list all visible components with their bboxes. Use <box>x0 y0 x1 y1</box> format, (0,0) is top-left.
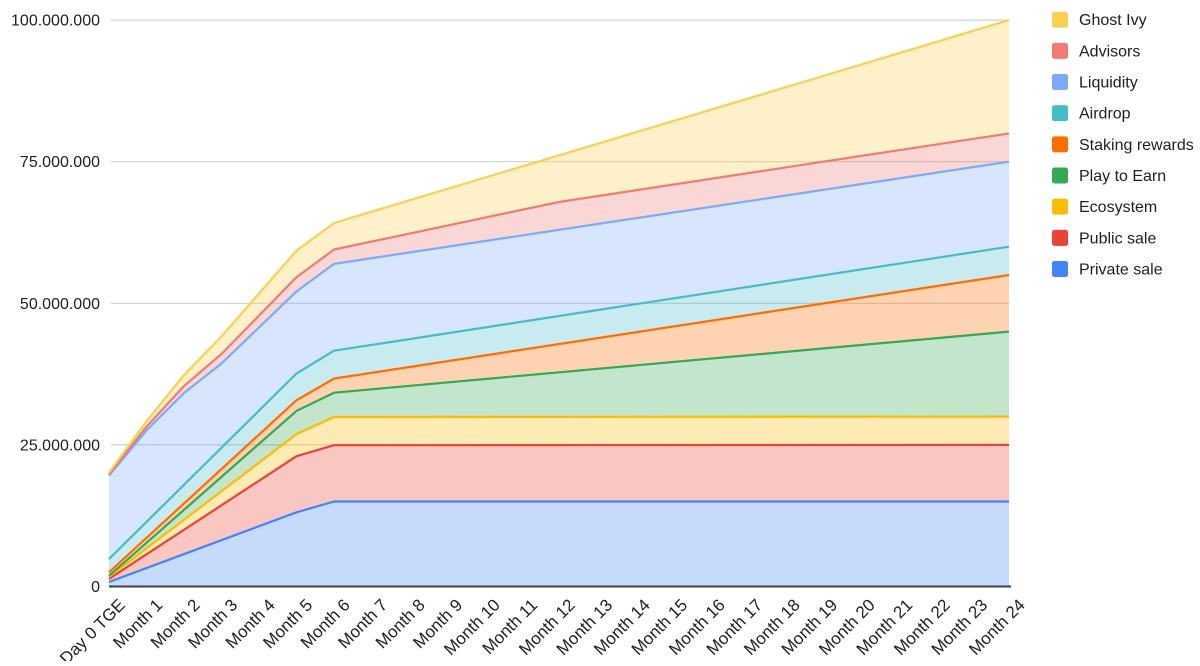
svg-text:Advisors: Advisors <box>1079 43 1140 60</box>
svg-text:Private sale: Private sale <box>1079 261 1163 278</box>
svg-text:Public sale: Public sale <box>1079 230 1156 247</box>
svg-text:Ecosystem: Ecosystem <box>1079 199 1157 216</box>
svg-text:Ghost Ivy: Ghost Ivy <box>1079 12 1147 29</box>
svg-text:75.000.000: 75.000.000 <box>20 154 100 171</box>
svg-text:Liquidity: Liquidity <box>1079 75 1138 92</box>
svg-text:25.000.000: 25.000.000 <box>20 437 100 454</box>
svg-text:100.000.000: 100.000.000 <box>11 13 100 30</box>
svg-text:0: 0 <box>91 579 100 596</box>
svg-text:Play to Earn: Play to Earn <box>1079 168 1166 185</box>
svg-text:50.000.000: 50.000.000 <box>20 296 100 313</box>
svg-text:Airdrop: Airdrop <box>1079 106 1131 123</box>
svg-text:Staking rewards: Staking rewards <box>1079 137 1194 154</box>
